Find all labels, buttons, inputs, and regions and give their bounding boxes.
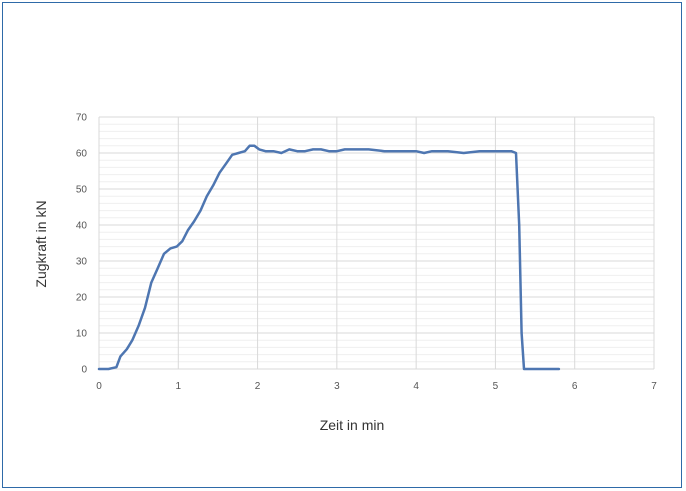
y-axis-label: Zugkraft in kN <box>33 200 49 287</box>
x-axis-label: Zeit in min <box>320 417 385 433</box>
y-tick-label: 30 <box>76 257 88 268</box>
x-tick-label: 5 <box>493 381 499 392</box>
grid <box>98 116 655 370</box>
axes: 0 10 20 30 40 50 60 70 0 1 2 3 4 5 6 7 <box>76 113 657 393</box>
series-layer <box>97 144 561 371</box>
y-tick-label: 0 <box>81 365 87 376</box>
x-tick-label: 3 <box>334 381 340 392</box>
y-tick-label: 70 <box>76 113 88 124</box>
x-tick-label: 4 <box>413 381 419 392</box>
x-tick-label: 0 <box>96 381 102 392</box>
y-tick-label: 60 <box>76 149 88 160</box>
x-tick-label: 1 <box>176 381 182 392</box>
y-tick-label: 20 <box>76 293 88 304</box>
line-chart: 0 10 20 30 40 50 60 70 0 1 2 3 4 5 6 7 Zugkraft in kN Z… <box>33 113 657 434</box>
y-tick-label: 50 <box>76 185 88 196</box>
y-tick-label: 10 <box>76 329 88 340</box>
x-tick-label: 2 <box>255 381 261 392</box>
y-tick-label: 40 <box>76 221 88 232</box>
x-tick-label: 7 <box>651 381 657 392</box>
series-line <box>97 144 561 371</box>
x-tick-label: 6 <box>572 381 578 392</box>
